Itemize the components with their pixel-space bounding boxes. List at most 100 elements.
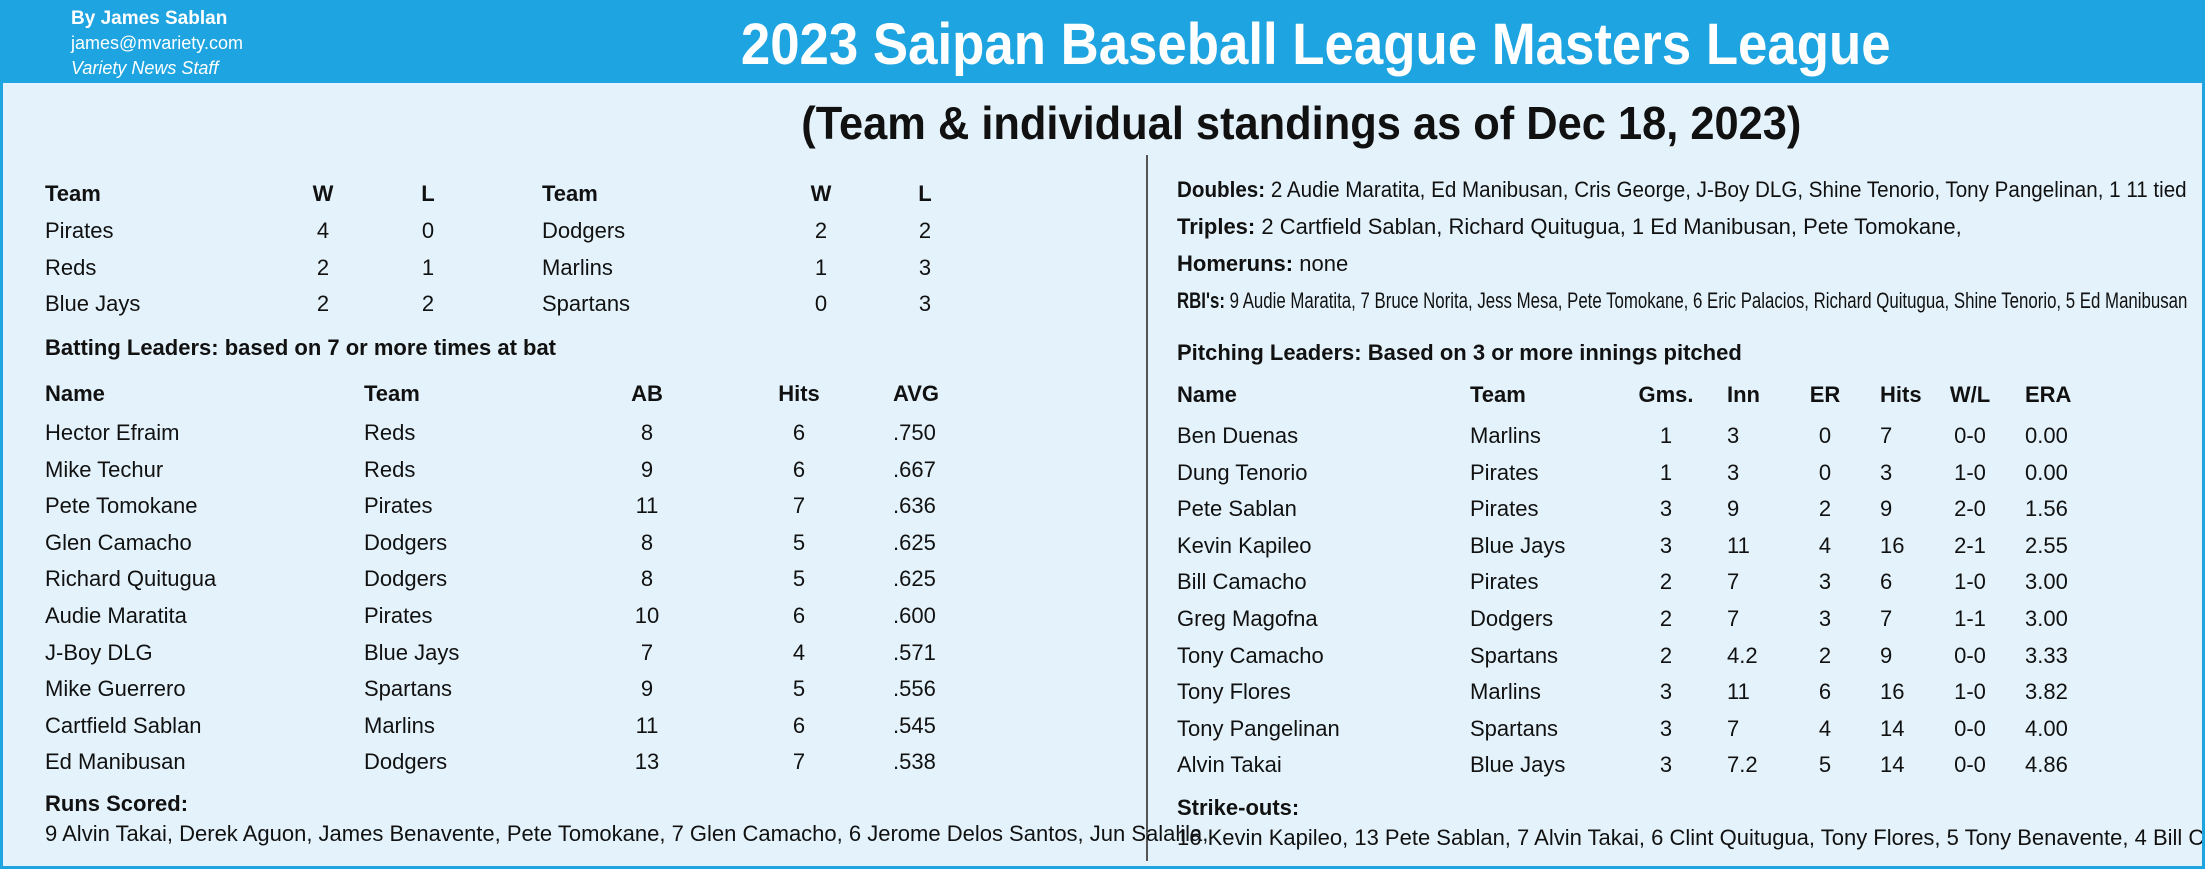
cell: Reds — [364, 456, 416, 482]
cell: Spartans — [364, 676, 453, 702]
cell: 7.2 — [1727, 752, 1758, 778]
cell: Blue Jays — [45, 291, 141, 317]
cell: Dodgers — [364, 566, 448, 592]
cell: Ben Duenas — [1177, 423, 1299, 448]
cell: Marlins — [364, 712, 435, 738]
label: Triples: — [1177, 214, 1256, 239]
cell: 14 — [1880, 752, 1905, 778]
divider — [1146, 155, 1148, 861]
runs-scored: Runs Scored: 9 Alvin Takai, Derek Aguon,… — [45, 789, 1208, 849]
cell: 7 — [640, 639, 654, 665]
column-header: Name — [1177, 382, 1237, 407]
cell: Spartans — [542, 291, 631, 317]
cell: 8 — [640, 420, 654, 445]
cell: 14 — [1880, 715, 1905, 741]
column-header: Team — [364, 381, 420, 406]
cell: 3 — [1818, 606, 1832, 631]
cell: 13 — [634, 749, 660, 775]
column-header: Inn — [1727, 382, 1760, 407]
cell: Bill Camacho — [1177, 569, 1307, 595]
cell: Pete Sablan — [1177, 496, 1297, 522]
column-header: W — [810, 181, 832, 206]
cell: Alvin Takai — [1177, 752, 1282, 778]
cell: 2-1 — [1954, 532, 1986, 558]
cell: 4.2 — [1727, 642, 1758, 668]
cell: Tony Camacho — [1177, 642, 1324, 668]
cell: Marlins — [1470, 423, 1541, 448]
cell: 2 — [918, 218, 932, 243]
cell: 11 — [635, 493, 659, 519]
cell: 2 — [1659, 642, 1673, 668]
cell: 0 — [1818, 459, 1832, 485]
cell: 2 — [1659, 606, 1673, 631]
cell: 0 — [814, 291, 828, 317]
cell: 3 — [1880, 459, 1893, 485]
cell: 16 — [1880, 532, 1905, 558]
cell: 2 — [316, 291, 330, 317]
cell: 7 — [1727, 606, 1740, 631]
cell: 1 — [421, 254, 435, 280]
label: Strike-outs: — [1177, 795, 1300, 820]
cell: 0 — [421, 218, 435, 243]
column-header: Gms. — [1638, 382, 1694, 407]
cell: Dung Tenorio — [1177, 459, 1308, 485]
cell: 1-0 — [1954, 459, 1986, 485]
cell: Tony Pangelinan — [1177, 715, 1340, 741]
cell: 1-0 — [1954, 569, 1986, 595]
cell: Spartans — [1470, 642, 1559, 668]
subtitle: (Team & individual standings as of Dec 1… — [801, 97, 1802, 149]
cell: Greg Magofna — [1177, 606, 1318, 631]
label: Doubles: — [1177, 177, 1266, 202]
cell: Reds — [45, 254, 97, 280]
cell: 9 — [1727, 496, 1740, 522]
text: none — [1299, 251, 1349, 276]
label: Homeruns: — [1177, 251, 1294, 276]
cell: 0-0 — [1954, 752, 1986, 778]
cell: .750 — [893, 420, 936, 445]
cell: Pirates — [1470, 496, 1539, 522]
cell: 3.00 — [2025, 569, 2068, 595]
cell: Tony Flores — [1177, 679, 1291, 705]
cell: 6 — [792, 420, 806, 445]
cell: 4 — [1818, 715, 1832, 741]
cell: 3 — [1659, 715, 1673, 741]
cell: 2 — [1818, 642, 1832, 668]
cell: .636 — [893, 493, 936, 519]
column-header: Hits — [1880, 382, 1922, 407]
column-header: Name — [45, 381, 105, 406]
cell: 6 — [792, 603, 806, 628]
column-header: ERA — [2025, 382, 2072, 407]
section-title: Batting Leaders: based on 7 or more time… — [45, 335, 557, 360]
cell: Mike Guerrero — [45, 676, 186, 702]
column-header: AB — [631, 381, 663, 406]
cell: 6 — [792, 456, 806, 482]
column-header: Team — [1470, 382, 1526, 407]
cell: Blue Jays — [1470, 532, 1566, 558]
cell: 3 — [1659, 679, 1673, 705]
cell: Audie Maratita — [45, 603, 187, 628]
cell: 2-0 — [1954, 496, 1986, 522]
cell: 7 — [1727, 569, 1740, 595]
cell: .571 — [893, 639, 936, 665]
byline: By James Sablan — [71, 8, 228, 29]
cell: Mike Techur — [45, 456, 164, 482]
cell: Reds — [364, 420, 416, 445]
cell: 7 — [1727, 715, 1740, 741]
cell: .600 — [893, 603, 936, 628]
note: Homeruns: none — [1177, 249, 1348, 279]
cell: 1 — [1659, 423, 1673, 448]
label: RBI's: — [1177, 288, 1225, 313]
cell: Dodgers — [364, 529, 448, 555]
cell: 2.55 — [2025, 532, 2068, 558]
column-header: AVG — [893, 381, 940, 406]
column-header: W/L — [1949, 382, 1991, 407]
cell: Ed Manibusan — [45, 749, 186, 775]
text: 9 Alvin Takai, Derek Aguon, James Benave… — [45, 821, 1209, 846]
note: Triples: 2 Cartfield Sablan, Richard Qui… — [1177, 212, 1962, 242]
cell: 3 — [918, 291, 932, 317]
cell: 6 — [1818, 679, 1832, 705]
note: RBI's: 9 Audie Maratita, 7 Bruce Norita,… — [1177, 286, 2187, 316]
cell: 5 — [1818, 752, 1832, 778]
text: 2 Cartfield Sablan, Richard Quitugua, 1 … — [1261, 214, 1962, 239]
